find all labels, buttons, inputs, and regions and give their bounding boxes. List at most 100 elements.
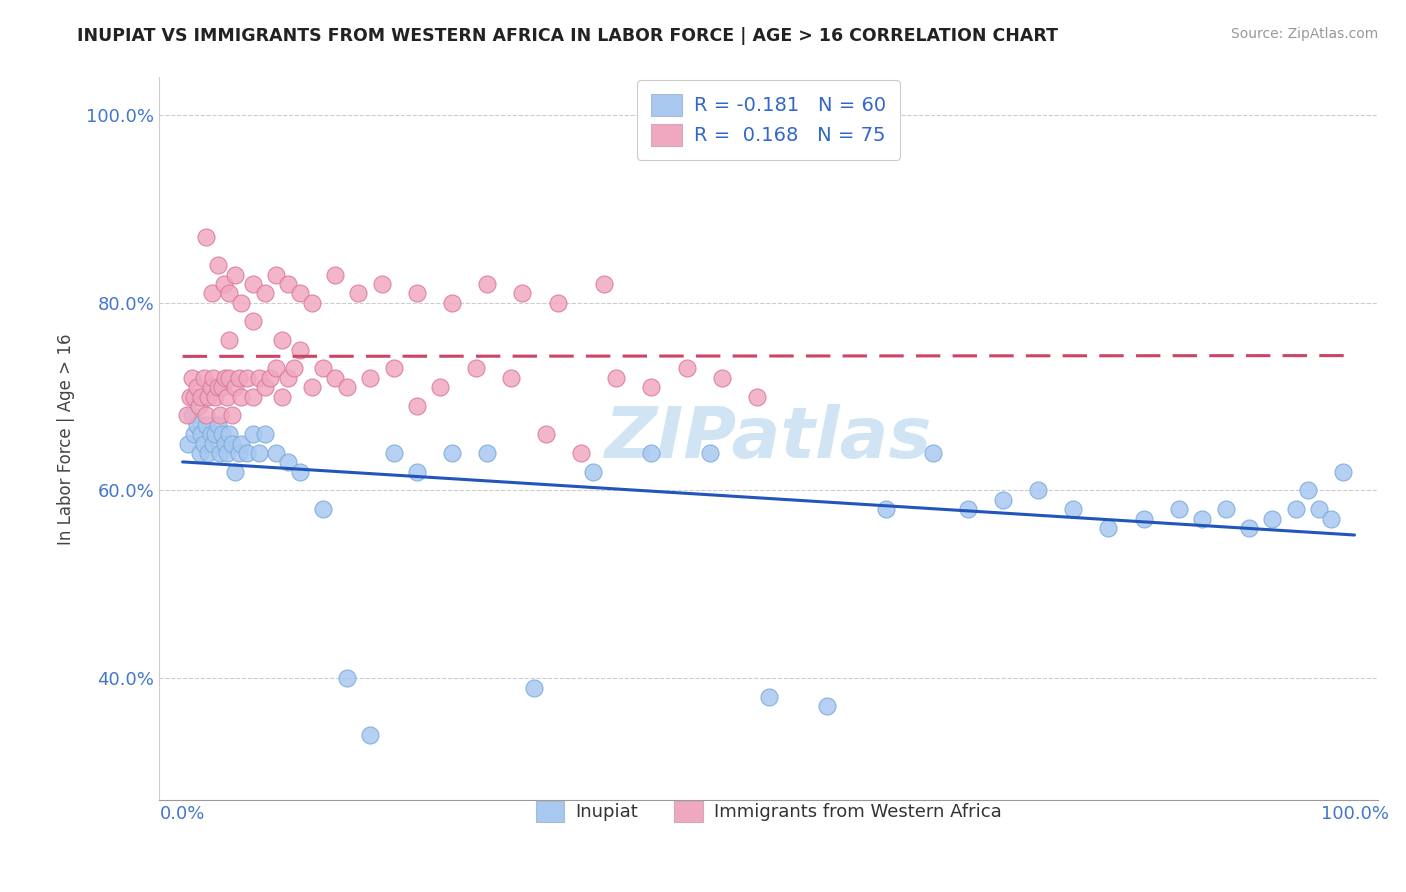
Point (1308, 502, 1330, 516)
Point (1191, 511, 1213, 525)
Point (197, 446, 219, 460)
Point (193, 371, 215, 385)
Point (991, 492, 1014, 507)
Point (547, 295, 569, 310)
Point (228, 446, 250, 460)
Point (477, 446, 499, 460)
Point (200, 380, 222, 394)
Text: Source: ZipAtlas.com: Source: ZipAtlas.com (1230, 27, 1378, 41)
Point (301, 380, 323, 394)
Point (218, 333, 240, 347)
Point (277, 371, 299, 385)
Point (207, 417, 229, 432)
Point (283, 361, 305, 376)
Point (201, 286, 224, 301)
Point (569, 446, 592, 460)
Point (441, 295, 464, 310)
Point (1285, 502, 1308, 516)
Point (186, 417, 208, 432)
Point (212, 277, 235, 291)
Point (253, 380, 276, 394)
Point (288, 465, 311, 479)
Point (534, 427, 557, 442)
Point (582, 465, 605, 479)
Point (406, 286, 429, 301)
Point (200, 427, 222, 442)
Point (188, 399, 211, 413)
Point (253, 427, 276, 442)
Point (236, 371, 259, 385)
Point (231, 390, 253, 404)
Point (224, 268, 246, 282)
Point (190, 427, 212, 442)
Point (209, 446, 232, 460)
Point (202, 371, 225, 385)
Legend: Inupiat, Immigrants from Western Africa: Inupiat, Immigrants from Western Africa (523, 789, 1014, 835)
Point (323, 371, 346, 385)
Point (204, 390, 226, 404)
Point (181, 409, 204, 423)
Text: ZIPatlas: ZIPatlas (605, 404, 932, 474)
Point (218, 371, 240, 385)
Point (266, 268, 288, 282)
Point (179, 390, 201, 404)
Point (266, 446, 288, 460)
Point (359, 727, 381, 741)
Point (312, 502, 335, 516)
Point (1237, 521, 1260, 535)
Point (382, 361, 405, 376)
Point (921, 446, 943, 460)
Point (253, 286, 276, 301)
Point (242, 314, 264, 328)
Point (956, 502, 979, 516)
Point (523, 681, 546, 695)
Point (640, 380, 662, 394)
Point (207, 380, 229, 394)
Point (1296, 483, 1319, 498)
Y-axis label: In Labor Force | Age > 16: In Labor Force | Age > 16 (58, 333, 75, 545)
Point (221, 409, 243, 423)
Point (464, 361, 486, 376)
Point (1261, 511, 1284, 525)
Point (214, 371, 236, 385)
Point (228, 371, 250, 385)
Point (271, 333, 294, 347)
Point (371, 277, 394, 291)
Point (1097, 521, 1119, 535)
Point (815, 699, 838, 714)
Point (242, 277, 264, 291)
Point (211, 380, 233, 394)
Point (745, 390, 768, 404)
Point (224, 465, 246, 479)
Point (231, 436, 253, 450)
Point (259, 371, 281, 385)
Point (247, 446, 270, 460)
Point (429, 380, 451, 394)
Point (183, 390, 205, 404)
Point (441, 446, 464, 460)
Point (710, 371, 733, 385)
Point (301, 295, 323, 310)
Point (247, 371, 270, 385)
Point (758, 690, 780, 704)
Point (176, 409, 198, 423)
Point (211, 427, 233, 442)
Point (875, 502, 897, 516)
Point (231, 295, 253, 310)
Point (406, 465, 429, 479)
Point (236, 446, 259, 460)
Point (359, 371, 381, 385)
Point (188, 446, 211, 460)
Point (193, 436, 215, 450)
Point (202, 436, 225, 450)
Point (218, 286, 240, 301)
Point (593, 277, 616, 291)
Point (195, 230, 218, 244)
Point (186, 380, 208, 394)
Point (221, 436, 243, 450)
Point (242, 427, 264, 442)
Point (605, 371, 627, 385)
Point (323, 268, 346, 282)
Point (336, 380, 359, 394)
Point (217, 390, 239, 404)
